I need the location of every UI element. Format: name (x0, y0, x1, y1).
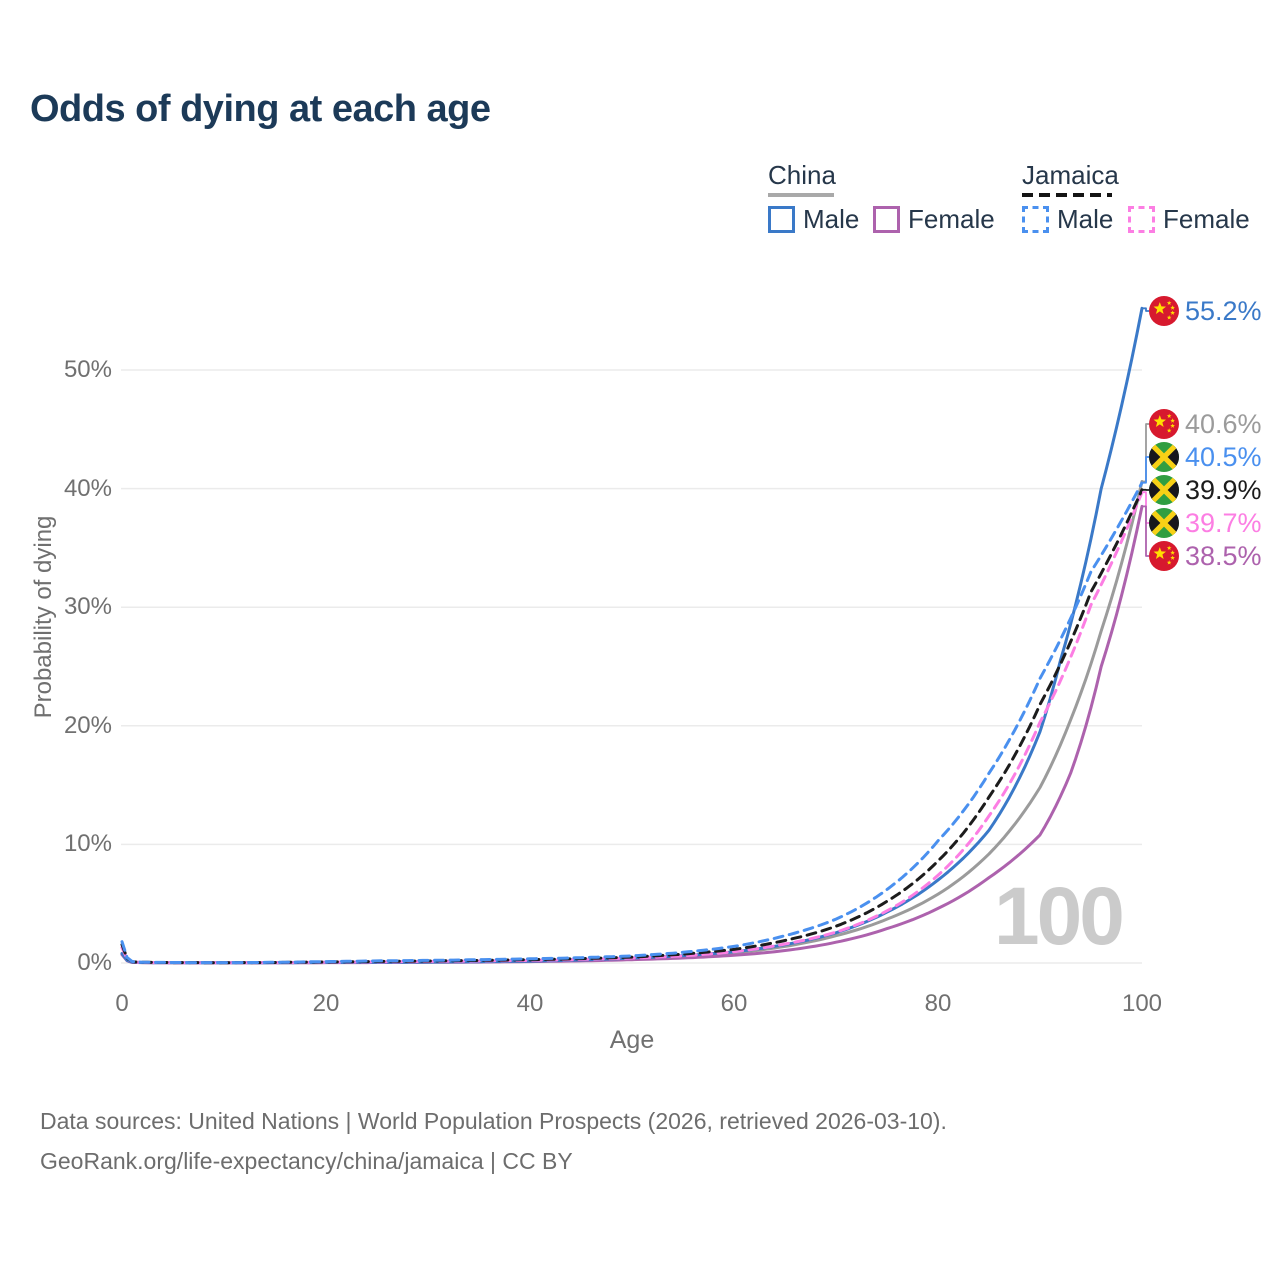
legend-item-jamaica-female[interactable]: Female (1128, 204, 1250, 235)
series-china-female (120, 504, 1144, 965)
x-tick-100: 100 (1121, 990, 1163, 1017)
x-tick-20: 20 (312, 990, 340, 1017)
legend-item-jamaica-male[interactable]: Male (1022, 204, 1113, 235)
jamaica-female-swatch (1128, 206, 1155, 233)
end-label-value: 55.2% (1185, 295, 1262, 326)
x-axis-label: Age (609, 1026, 655, 1054)
end-label-value: 40.5% (1185, 441, 1262, 472)
jamaica-flag-icon (1149, 475, 1179, 505)
china-flag-icon (1149, 541, 1179, 571)
series-china-male (120, 306, 1144, 965)
y-tick-0: 0% (77, 949, 112, 976)
legend-item-china-male[interactable]: Male (768, 204, 859, 235)
series-lines (120, 306, 1144, 965)
data-source-line: Data sources: United Nations | World Pop… (40, 1108, 947, 1134)
end-label-china-female: 38.5% (1149, 540, 1262, 572)
legend-china-underline (768, 193, 834, 197)
end-label-value: 38.5% (1185, 540, 1262, 571)
y-tick-40: 40% (63, 475, 112, 502)
gridlines (121, 369, 1142, 964)
jamaica-male-swatch (1022, 206, 1049, 233)
legend-item-label: Female (908, 204, 995, 234)
end-label-jamaica-average: 39.9% (1149, 474, 1262, 506)
y-tick-10: 10% (63, 830, 112, 857)
x-tick-40: 40 (516, 990, 544, 1017)
legend-group-china-label: China (768, 160, 836, 190)
china-flag-icon (1149, 409, 1179, 439)
series-jamaica-male (120, 481, 1144, 965)
jamaica-flag-icon (1149, 442, 1179, 472)
legend-item-label: Female (1163, 204, 1250, 234)
y-tick-30: 30% (63, 593, 112, 620)
x-tick-60: 60 (720, 990, 748, 1017)
legend-item-label: Male (803, 204, 860, 234)
end-label-value: 40.6% (1185, 408, 1262, 439)
legend-item-china-female[interactable]: Female (873, 204, 995, 235)
age-annotation: 100 (994, 871, 1125, 962)
china-female-swatch (873, 206, 900, 233)
series-china-both (120, 480, 1144, 965)
legend-item-label: Male (1057, 204, 1114, 234)
jamaica-flag-icon (1149, 508, 1179, 538)
series-jamaica-female (120, 490, 1144, 965)
end-label-china-average: 40.6% (1149, 408, 1262, 440)
page-title: Odds of dying at each age (30, 88, 491, 130)
end-label-value: 39.9% (1185, 474, 1262, 505)
end-label-value: 39.7% (1185, 507, 1262, 538)
end-label-jamaica-female: 39.7% (1149, 507, 1262, 539)
series-jamaica-both (120, 488, 1144, 965)
y-axis-label: Probability of dying (30, 515, 57, 719)
x-tick-80: 80 (924, 990, 952, 1017)
legend-jamaica-underline (1022, 193, 1112, 197)
china-male-swatch (768, 206, 795, 233)
end-label-jamaica-male: 40.5% (1149, 441, 1262, 473)
attribution-line: GeoRank.org/life-expectancy/china/jamaic… (40, 1148, 573, 1174)
china-flag-icon (1149, 296, 1179, 326)
label-leader-lines (1142, 307, 1149, 557)
legend-group-jamaica-label: Jamaica (1022, 160, 1119, 190)
x-tick-0: 0 (115, 990, 129, 1017)
y-tick-20: 20% (63, 712, 112, 739)
y-tick-50: 50% (63, 356, 112, 383)
end-label-china-male: 55.2% (1149, 295, 1262, 327)
